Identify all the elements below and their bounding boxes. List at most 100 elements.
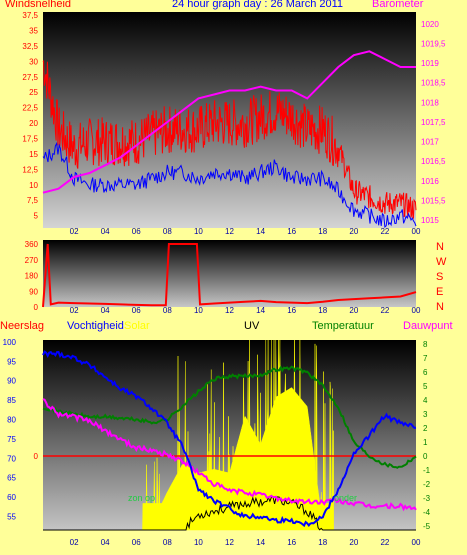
temperature-tick-label: -3 (423, 494, 431, 503)
temperature-axis-title: Temperatuur (312, 320, 374, 332)
wind-tick-label: 35 (29, 27, 38, 36)
temperature-tick-label: 8 (423, 340, 428, 349)
x-tick-label: 00 (412, 538, 421, 547)
humidity-tick-label: 60 (7, 493, 16, 502)
x-tick-label: 18 (318, 538, 327, 547)
humidity-line (42, 350, 417, 528)
direction-tick-label: 270 (25, 256, 39, 265)
barometer-tick-label: 1020 (421, 20, 439, 29)
compass-label: S (436, 271, 443, 283)
x-tick-label: 00 (412, 306, 421, 315)
barometer-tick-label: 1019,5 (421, 39, 446, 48)
x-tick-label: 06 (132, 538, 141, 547)
humidity-tick-label: 100 (3, 338, 17, 347)
compass-label: E (436, 286, 443, 298)
solar-area (142, 339, 334, 531)
x-tick-label: 20 (349, 538, 358, 547)
humidity-tick-label: 75 (7, 435, 16, 444)
temperature-line (42, 365, 417, 469)
wind-tick-label: 7,5 (27, 196, 39, 205)
direction-tick-label: 90 (29, 287, 38, 296)
x-tick-label: 10 (194, 306, 203, 315)
barometer-tick-label: 1017 (421, 138, 439, 147)
temperature-tick-label: -4 (423, 508, 431, 517)
x-tick-label: 14 (256, 227, 265, 236)
rain-tick-label: 0 (34, 452, 39, 461)
temperature-tick-label: 0 (423, 452, 428, 461)
humidity-tick-label: 90 (7, 377, 16, 386)
x-tick-label: 08 (163, 306, 172, 315)
wind-direction-line (42, 243, 417, 308)
x-tick-label: 02 (70, 306, 79, 315)
wind-tick-label: 25 (29, 88, 38, 97)
barometer-tick-label: 1015 (421, 216, 439, 225)
direction-plot-area (43, 240, 416, 307)
wind-tick-label: 27,5 (22, 73, 38, 82)
barometer-tick-label: 1018,5 (421, 79, 446, 88)
dewpoint-line (42, 398, 417, 512)
humidity-tick-label: 65 (7, 474, 16, 483)
uv-axis-title: UV (244, 320, 260, 332)
sun-up-label: zon op (128, 493, 155, 503)
barometer-line (42, 50, 416, 194)
x-tick-label: 04 (101, 538, 110, 547)
barometer-tick-label: 1016,5 (421, 157, 446, 166)
x-tick-label: 12 (225, 227, 234, 236)
temperature-tick-label: 6 (423, 368, 428, 377)
barometer-axis-title: Barometer (372, 0, 424, 10)
uv-line (43, 496, 416, 531)
wind-tick-label: 30 (29, 57, 38, 66)
x-tick-label: 10 (194, 227, 203, 236)
x-tick-label: 18 (318, 227, 327, 236)
x-tick-label: 04 (101, 227, 110, 236)
direction-tick-label: 360 (25, 240, 39, 249)
humidity-axis-title: Vochtigheid (67, 320, 124, 332)
wind-tick-label: 10 (29, 181, 38, 190)
wind-tick-label: 20 (29, 119, 38, 128)
barometer-tick-label: 1016 (421, 177, 439, 186)
x-tick-label: 16 (287, 306, 296, 315)
temperature-tick-label: 4 (423, 396, 428, 405)
barometer-tick-label: 1018 (421, 98, 439, 107)
humidity-tick-label: 70 (7, 454, 16, 463)
x-tick-label: 22 (380, 306, 389, 315)
temperature-tick-label: 1 (423, 438, 428, 447)
wind-average-line (42, 141, 417, 228)
x-tick-label: 14 (256, 538, 265, 547)
wind-tick-label: 22,5 (22, 104, 38, 113)
x-tick-label: 14 (256, 306, 265, 315)
x-tick-label: 12 (225, 306, 234, 315)
x-tick-label: 16 (287, 538, 296, 547)
compass-label: N (436, 301, 444, 313)
wind-tick-label: 5 (34, 212, 39, 221)
x-tick-label: 22 (380, 538, 389, 547)
barometer-tick-label: 1019 (421, 59, 439, 68)
barometer-tick-label: 1017,5 (421, 118, 446, 127)
compass-label: N (436, 241, 444, 253)
x-tick-label: 18 (318, 306, 327, 315)
direction-tick-label: 0 (34, 303, 39, 312)
x-tick-label: 12 (225, 538, 234, 547)
x-tick-label: 20 (349, 227, 358, 236)
x-tick-label: 20 (349, 306, 358, 315)
x-tick-label: 02 (70, 227, 79, 236)
barometer-tick-label: 1015,5 (421, 197, 446, 206)
dewpoint-axis-title: Dauwpunt (403, 320, 453, 332)
wind-gust-line (42, 59, 417, 220)
temperature-tick-label: 2 (423, 424, 428, 433)
humidity-tick-label: 85 (7, 396, 16, 405)
wind-tick-label: 17,5 (22, 135, 38, 144)
x-tick-label: 10 (194, 538, 203, 547)
x-tick-label: 06 (132, 227, 141, 236)
x-tick-label: 22 (380, 227, 389, 236)
x-tick-label: 04 (101, 306, 110, 315)
wind-tick-label: 32,5 (22, 42, 38, 51)
wind-tick-label: 15 (29, 150, 38, 159)
temperature-tick-label: -5 (423, 522, 431, 531)
x-tick-label: 08 (163, 227, 172, 236)
temperature-tick-label: 7 (423, 354, 428, 363)
wind-tick-label: 12,5 (22, 165, 38, 174)
sun-down-label: onder (334, 493, 357, 503)
x-tick-label: 08 (163, 538, 172, 547)
